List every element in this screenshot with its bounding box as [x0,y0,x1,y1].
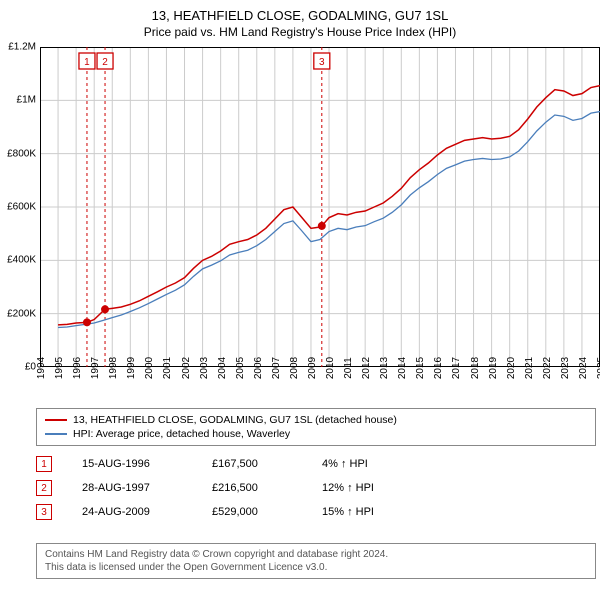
x-tick-label: 1998 [108,357,119,379]
legend-item: 13, HEATHFIELD CLOSE, GODALMING, GU7 1SL… [45,413,587,427]
x-tick-label: 2017 [451,357,462,379]
marker-number-badge: 1 [36,456,52,472]
legend-swatch [45,433,67,435]
legend-item: HPI: Average price, detached house, Wave… [45,427,587,441]
marker-pct: 12% ↑ HPI [322,482,422,494]
x-tick-label: 2018 [470,357,481,379]
svg-text:1: 1 [84,57,90,68]
x-axis-labels: 1994199519961997199819992000200120022003… [36,368,596,408]
x-tick-label: 2015 [415,357,426,379]
y-tick-label: £200K [7,308,36,319]
x-tick-label: 2011 [343,357,354,379]
x-tick-label: 2002 [181,357,192,379]
x-tick-label: 2013 [379,357,390,379]
y-tick-label: £400K [7,255,36,266]
chart-area: £0£200K£400K£600K£800K£1M£1.2M 123 [40,47,600,367]
x-tick-label: 2016 [433,357,444,379]
chart-container: 13, HEATHFIELD CLOSE, GODALMING, GU7 1SL… [0,0,600,590]
x-tick-label: 2022 [542,357,553,379]
x-tick-label: 1994 [36,357,47,379]
x-tick-label: 2004 [217,357,228,379]
svg-text:3: 3 [319,57,325,68]
marker-price: £167,500 [212,458,292,470]
footer-line2: This data is licensed under the Open Gov… [45,561,587,574]
marker-row: 1 15-AUG-1996 £167,500 4% ↑ HPI [36,452,596,476]
x-tick-label: 2023 [560,357,571,379]
x-tick-label: 2012 [361,357,372,379]
marker-date: 15-AUG-1996 [82,458,182,470]
marker-table: 1 15-AUG-1996 £167,500 4% ↑ HPI 2 28-AUG-1997… [36,452,596,524]
footer-line1: Contains HM Land Registry data © Crown c… [45,548,587,561]
x-tick-label: 1995 [54,357,65,379]
y-tick-label: £0 [25,362,36,373]
x-tick-label: 2010 [325,357,336,379]
x-tick-label: 2019 [488,357,499,379]
chart-subtitle: Price paid vs. HM Land Registry's House … [4,25,596,39]
marker-date: 24-AUG-2009 [82,506,182,518]
footer-attribution: Contains HM Land Registry data © Crown c… [36,543,596,579]
marker-row: 3 24-AUG-2009 £529,000 15% ↑ HPI [36,500,596,524]
x-tick-label: 2024 [578,357,589,379]
marker-number-badge: 3 [36,504,52,520]
marker-price: £216,500 [212,482,292,494]
marker-pct: 15% ↑ HPI [322,506,422,518]
marker-number-badge: 2 [36,480,52,496]
x-tick-label: 2020 [506,357,517,379]
x-tick-label: 2000 [144,357,155,379]
legend: 13, HEATHFIELD CLOSE, GODALMING, GU7 1SL… [36,408,596,446]
x-tick-label: 1997 [90,357,101,379]
y-tick-label: £800K [7,148,36,159]
legend-label: 13, HEATHFIELD CLOSE, GODALMING, GU7 1SL… [73,414,397,426]
y-tick-label: £600K [7,202,36,213]
x-tick-label: 1996 [72,357,83,379]
x-tick-label: 2008 [289,357,300,379]
x-tick-label: 1999 [126,357,137,379]
x-tick-label: 2014 [397,357,408,379]
x-tick-label: 2021 [524,357,535,379]
x-tick-label: 2001 [162,357,173,379]
svg-text:2: 2 [102,57,108,68]
marker-pct: 4% ↑ HPI [322,458,422,470]
chart-marker-badge: 2 [97,53,113,69]
chart-marker-badge: 3 [314,53,330,69]
x-tick-label: 2007 [271,357,282,379]
marker-price: £529,000 [212,506,292,518]
x-tick-label: 2006 [253,357,264,379]
legend-swatch [45,419,67,421]
y-tick-label: £1M [17,95,36,106]
x-tick-label: 2005 [235,357,246,379]
y-tick-label: £1.2M [8,42,36,53]
x-tick-label: 2003 [199,357,210,379]
chart-marker-badge: 1 [79,53,95,69]
chart-title: 13, HEATHFIELD CLOSE, GODALMING, GU7 1SL [4,8,596,23]
marker-date: 28-AUG-1997 [82,482,182,494]
y-axis-labels: £0£200K£400K£600K£800K£1M£1.2M [4,47,38,367]
x-tick-label: 2009 [307,357,318,379]
x-tick-label: 2025 [596,357,600,379]
chart-plot: 1 2 3 [40,47,600,367]
marker-row: 2 28-AUG-1997 £216,500 12% ↑ HPI [36,476,596,500]
legend-label: HPI: Average price, detached house, Wave… [73,428,290,440]
